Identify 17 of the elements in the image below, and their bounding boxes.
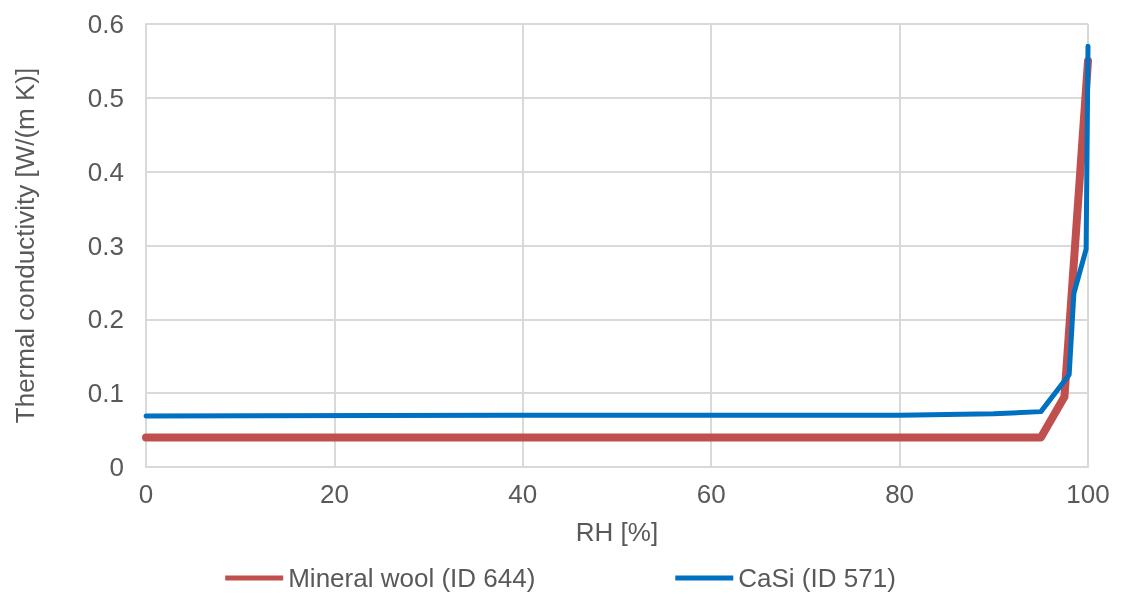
x-tick-label: 80 — [885, 479, 915, 509]
y-tick-label: 0.5 — [87, 82, 124, 113]
legend-label: Mineral wool (ID 644) — [288, 563, 536, 593]
legend-label: CaSi (ID 571) — [738, 563, 896, 593]
y-tick-label: 0.6 — [87, 9, 124, 39]
y-tick-label: 0.2 — [87, 304, 124, 335]
x-axis-title: RH [%] — [575, 517, 659, 547]
x-tick-label: 100 — [1066, 479, 1110, 509]
y-tick-label: 0.1 — [87, 378, 124, 409]
x-tick-label: 20 — [319, 479, 349, 509]
y-tick-label: 0.3 — [87, 230, 124, 261]
x-tick-label: 60 — [696, 479, 726, 509]
y-axis-title: Thermal conductivity [W/(m K)] — [10, 67, 40, 424]
x-tick-label: 40 — [508, 479, 538, 509]
y-tick-label: 0 — [109, 452, 124, 482]
y-tick-label: 0.4 — [87, 156, 124, 187]
x-tick-label: 0 — [138, 479, 154, 509]
